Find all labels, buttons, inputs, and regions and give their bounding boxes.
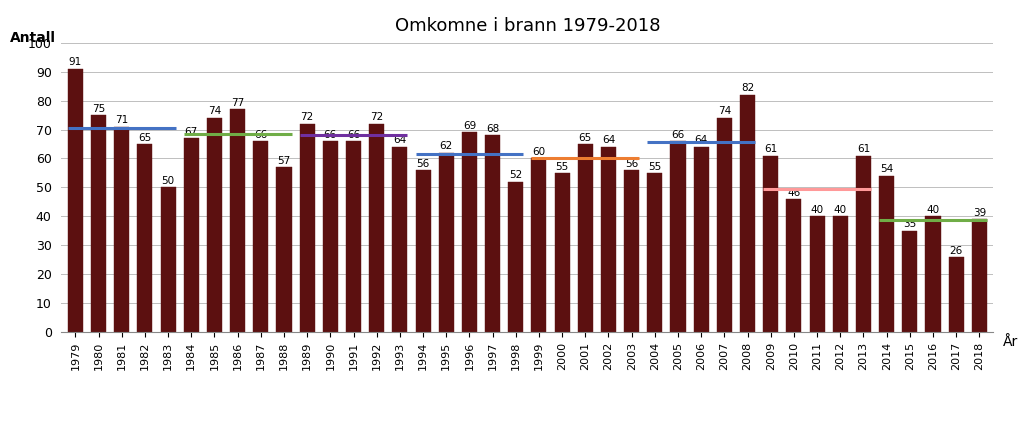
Text: 82: 82	[741, 83, 755, 93]
Bar	[370, 124, 384, 332]
Text: 74: 74	[208, 106, 221, 116]
Text: 91: 91	[69, 57, 82, 67]
Bar	[346, 141, 361, 332]
Text: 69: 69	[463, 121, 476, 131]
Bar	[578, 144, 593, 332]
Bar	[438, 153, 454, 332]
Bar	[948, 257, 964, 332]
Bar	[230, 109, 245, 332]
Bar	[833, 216, 848, 332]
Text: 57: 57	[278, 156, 291, 166]
Bar	[693, 147, 709, 332]
Bar	[601, 147, 616, 332]
Title: Omkomne i brann 1979-2018: Omkomne i brann 1979-2018	[394, 17, 660, 35]
Text: 72: 72	[370, 112, 383, 122]
Text: 56: 56	[417, 158, 430, 169]
Bar	[91, 115, 106, 332]
Bar	[786, 199, 802, 332]
Text: 64: 64	[393, 135, 407, 145]
Text: 61: 61	[764, 144, 777, 154]
Bar	[856, 155, 871, 332]
Text: 66: 66	[324, 130, 337, 140]
Text: 54: 54	[880, 164, 893, 174]
Text: År: År	[1002, 335, 1018, 349]
Text: 75: 75	[92, 104, 105, 114]
Bar	[114, 127, 129, 332]
Bar	[207, 118, 222, 332]
Text: 65: 65	[579, 132, 592, 143]
Bar	[625, 170, 639, 332]
Bar	[647, 173, 663, 332]
Text: 74: 74	[718, 106, 731, 116]
Text: 40: 40	[927, 205, 940, 215]
Text: 66: 66	[347, 130, 360, 140]
Bar	[462, 132, 477, 332]
Text: 60: 60	[532, 147, 546, 157]
Text: 39: 39	[973, 208, 986, 218]
Bar	[183, 138, 199, 332]
Bar	[416, 170, 430, 332]
Text: 52: 52	[509, 170, 522, 180]
Bar	[763, 155, 778, 332]
Text: 26: 26	[949, 245, 963, 256]
Bar	[671, 141, 685, 332]
Text: 68: 68	[486, 124, 500, 134]
Bar	[926, 216, 941, 332]
Text: 61: 61	[857, 144, 870, 154]
Text: 66: 66	[672, 130, 685, 140]
Text: 35: 35	[903, 219, 916, 230]
Bar	[323, 141, 338, 332]
Text: 77: 77	[231, 98, 245, 108]
Text: 66: 66	[254, 130, 267, 140]
Text: 40: 40	[834, 205, 847, 215]
Bar	[300, 124, 314, 332]
Bar	[531, 158, 547, 332]
Bar	[717, 118, 732, 332]
Text: 65: 65	[138, 132, 152, 143]
Text: 55: 55	[648, 161, 662, 172]
Bar	[972, 219, 987, 332]
Bar	[508, 181, 523, 332]
Bar	[68, 69, 83, 332]
Bar	[137, 144, 153, 332]
Bar	[161, 187, 175, 332]
Text: 72: 72	[300, 112, 313, 122]
Text: Antall: Antall	[10, 31, 56, 45]
Bar	[253, 141, 268, 332]
Text: 55: 55	[555, 161, 568, 172]
Bar	[880, 176, 894, 332]
Text: 50: 50	[162, 176, 175, 186]
Bar	[555, 173, 569, 332]
Bar	[392, 147, 408, 332]
Text: 64: 64	[694, 135, 708, 145]
Text: 56: 56	[625, 158, 638, 169]
Text: 64: 64	[602, 135, 615, 145]
Bar	[810, 216, 824, 332]
Bar	[276, 167, 292, 332]
Text: 71: 71	[115, 115, 128, 125]
Bar	[902, 231, 918, 332]
Text: 67: 67	[184, 127, 198, 137]
Text: 40: 40	[811, 205, 823, 215]
Bar	[485, 135, 500, 332]
Bar	[740, 95, 755, 332]
Text: 46: 46	[787, 187, 801, 198]
Text: 62: 62	[439, 141, 453, 151]
